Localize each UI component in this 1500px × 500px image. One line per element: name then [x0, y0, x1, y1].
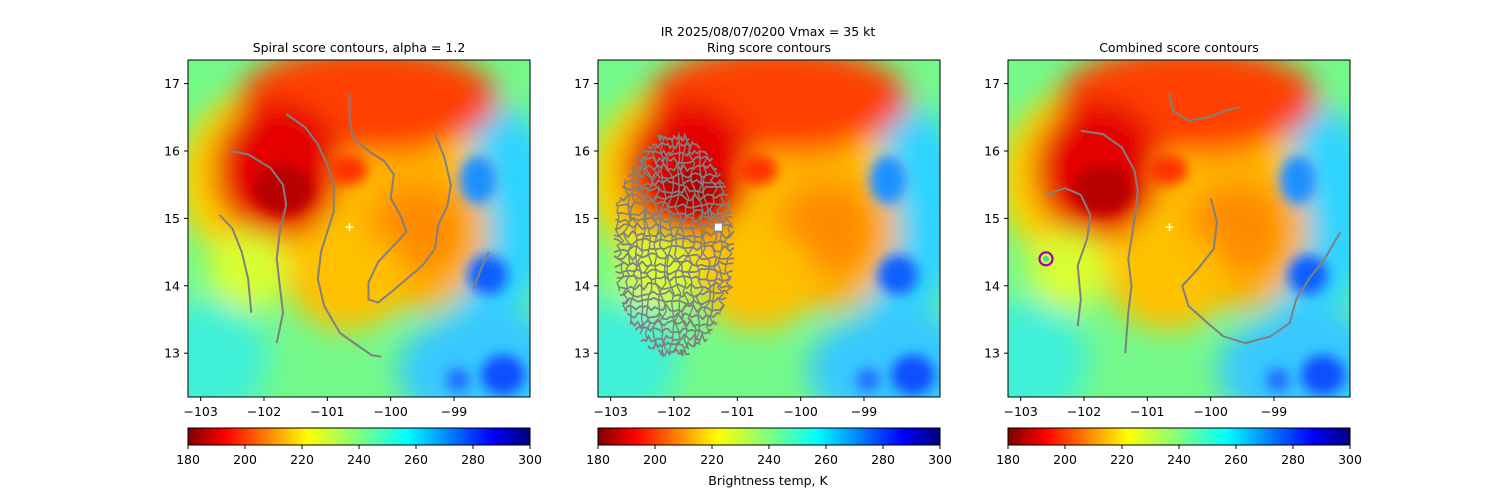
- y-tick-label: 14: [574, 278, 590, 293]
- y-tick-label: 15: [984, 211, 1000, 226]
- score-contour: [348, 93, 452, 304]
- x-tick-label: −103: [183, 404, 217, 419]
- y-tick-label: 15: [164, 211, 180, 226]
- colorbar-tick-label: 180: [176, 452, 200, 467]
- colorbar-tick-label: 260: [404, 452, 428, 467]
- colorbar-label: Brightness temp, K: [708, 473, 828, 488]
- x-tick-label: −99: [851, 404, 877, 419]
- x-tick-label: −101: [720, 404, 754, 419]
- colorbar-tick-label: 260: [1224, 452, 1248, 467]
- center-marker: [345, 223, 354, 232]
- ir-heatmap: [968, 45, 1398, 430]
- score-contour: [1168, 93, 1240, 122]
- colorbar-tick-label: 200: [643, 452, 667, 467]
- colorbar: 180 200 220 240 260 280 300: [176, 427, 542, 467]
- x-tick-label: −101: [310, 404, 344, 419]
- score-contour: [1181, 197, 1342, 345]
- colorbar-tick-label: 220: [700, 452, 724, 467]
- x-tick-label: −100: [783, 404, 817, 419]
- y-tick-label: 15: [574, 211, 590, 226]
- x-tick-label: −100: [373, 404, 407, 419]
- x-tick-label: −102: [247, 404, 281, 419]
- panel-2: Ring score contours −103 −102 −101 −100 −99 13…: [558, 40, 988, 467]
- score-contour: [1080, 129, 1139, 354]
- y-tick-label: 13: [984, 346, 1000, 361]
- y-tick-label: 17: [574, 76, 590, 91]
- x-tick-label: −102: [1067, 404, 1101, 419]
- panel-title: Ring score contours: [707, 40, 831, 55]
- panel-1: Spiral score contours, alpha = 1.2 −103 −1…: [148, 40, 578, 467]
- x-tick-label: −99: [441, 404, 467, 419]
- score-contour: [229, 150, 288, 344]
- x-tick-label: −101: [1130, 404, 1164, 419]
- colorbar-tick-label: 220: [1110, 452, 1134, 467]
- y-tick-label: 13: [164, 346, 180, 361]
- colorbar-tick-label: 240: [1167, 452, 1191, 467]
- score-contour: [285, 113, 382, 358]
- colorbar: 180 200 220 240 260 280 300: [586, 427, 952, 467]
- colorbar-tick-label: 200: [233, 452, 257, 467]
- center-marker: [713, 222, 723, 232]
- x-tick-label: −103: [593, 404, 627, 419]
- panel-title: Spiral score contours, alpha = 1.2: [253, 40, 466, 55]
- y-tick-label: 13: [574, 346, 590, 361]
- colorbar-tick-label: 300: [1338, 452, 1362, 467]
- score-contour: [218, 214, 253, 313]
- colorbar-tick-label: 260: [814, 452, 838, 467]
- ir-heatmap: [148, 45, 578, 430]
- panel-title: Combined score contours: [1099, 40, 1259, 55]
- center-marker: [1165, 223, 1174, 232]
- axes-frame: [1007, 59, 1351, 398]
- x-tick-label: −100: [1193, 404, 1227, 419]
- axes-frame: [187, 59, 531, 398]
- y-tick-label: 14: [164, 278, 180, 293]
- colorbar-tick-label: 240: [757, 452, 781, 467]
- colorbar-tick-label: 180: [996, 452, 1020, 467]
- y-tick-label: 17: [164, 76, 180, 91]
- x-tick-label: −103: [1003, 404, 1037, 419]
- y-tick-label: 16: [984, 143, 1000, 158]
- colorbar: 180 200 220 240 260 280 300: [996, 427, 1362, 467]
- colorbar-tick-label: 300: [928, 452, 952, 467]
- axes-frame: [597, 59, 941, 398]
- colorbar-tick-label: 280: [1281, 452, 1305, 467]
- colorbar-tick-label: 240: [347, 452, 371, 467]
- y-tick-label: 16: [164, 143, 180, 158]
- best-center-marker: [1038, 251, 1054, 267]
- ir-heatmap: [558, 45, 988, 430]
- y-tick-label: 16: [574, 143, 590, 158]
- colorbar-tick-label: 180: [586, 452, 610, 467]
- score-contour: [472, 251, 490, 290]
- colorbar-tick-label: 280: [871, 452, 895, 467]
- score-contour: [1045, 187, 1092, 327]
- y-tick-label: 14: [984, 278, 1000, 293]
- colorbar-tick-label: 220: [290, 452, 314, 467]
- y-tick-label: 17: [984, 76, 1000, 91]
- colorbar-tick-label: 200: [1053, 452, 1077, 467]
- panel-3: Combined score contours −103 −102 −101 −100 −…: [968, 40, 1398, 467]
- x-tick-label: −102: [657, 404, 691, 419]
- x-tick-label: −99: [1261, 404, 1287, 419]
- figure-suptitle: IR 2025/08/07/0200 Vmax = 35 kt: [661, 24, 876, 39]
- colorbar-tick-label: 300: [518, 452, 542, 467]
- colorbar-tick-label: 280: [461, 452, 485, 467]
- ring-score-contours: [613, 131, 735, 358]
